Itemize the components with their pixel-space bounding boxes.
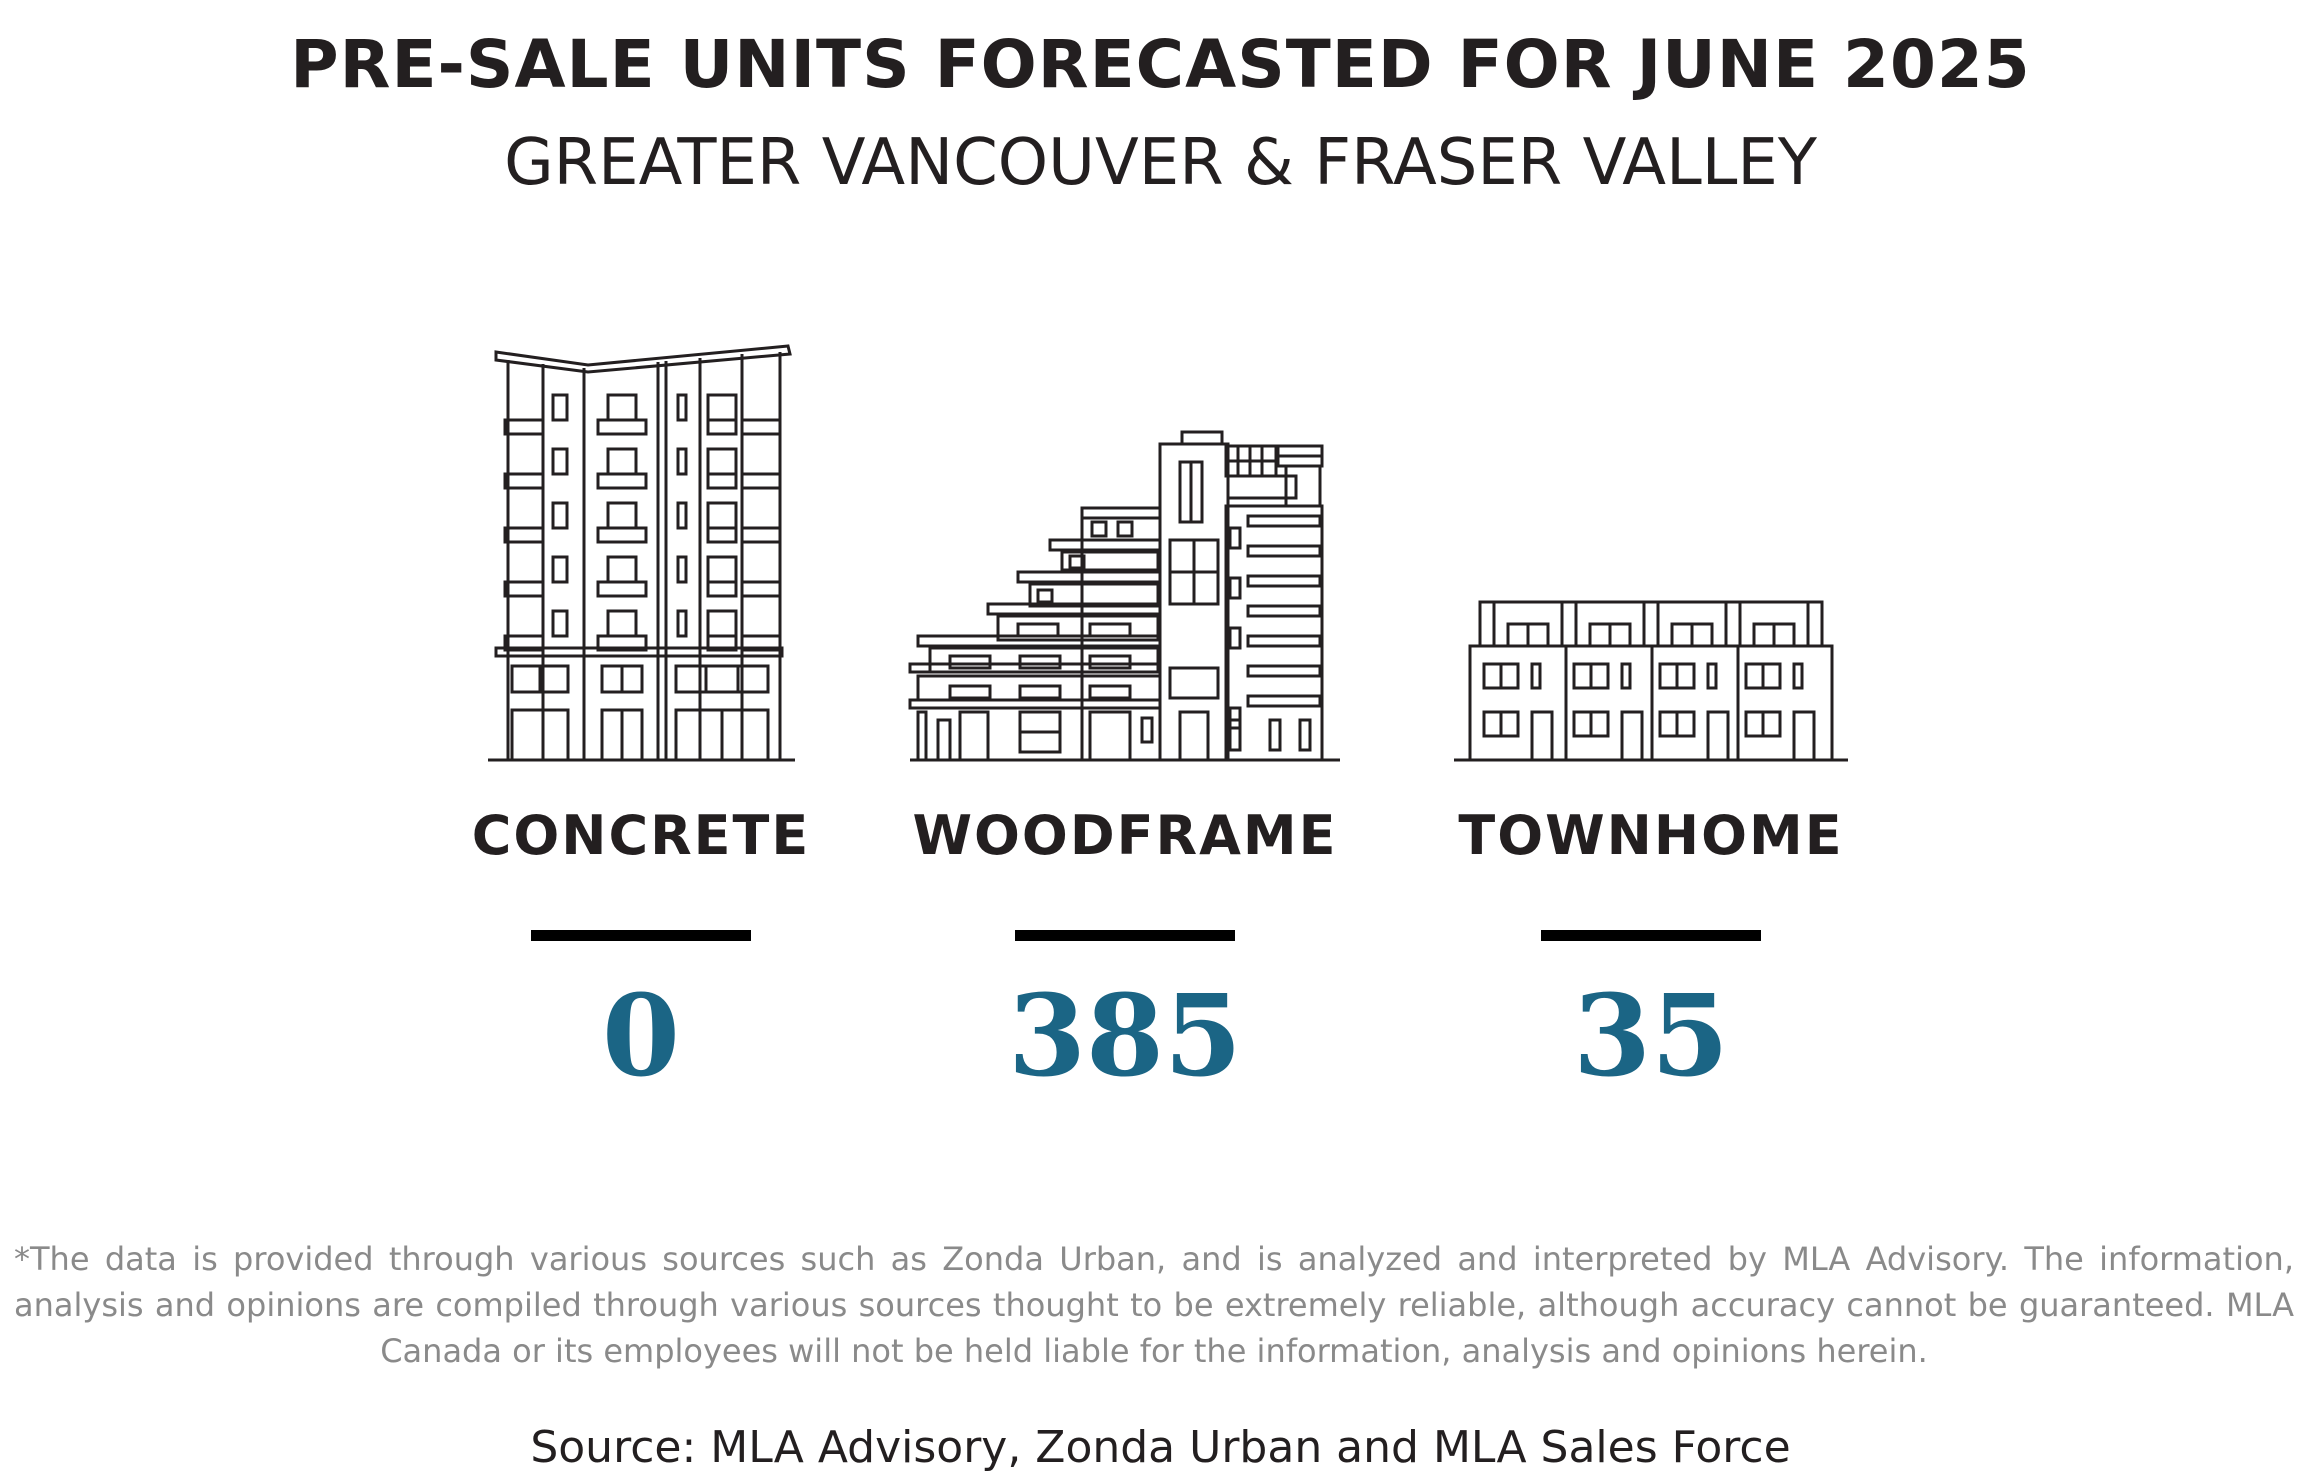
woodframe-building-icon xyxy=(908,430,1340,762)
disclaimer-text: *The data is provided through various so… xyxy=(14,1240,2294,1370)
source-text: Source: MLA Advisory, Zonda Urban and ML… xyxy=(530,1422,1791,1473)
townhome-icon xyxy=(1454,600,1848,762)
units-forecast-chart: CONCRETE 0 WOODFRAME 385 TOWNHOME 35 xyxy=(472,344,1848,1100)
chart-subtitle: GREATER VANCOUVER & FRASER VALLEY xyxy=(504,126,1817,200)
value-woodframe: 385 xyxy=(1008,971,1242,1100)
value-concrete: 0 xyxy=(602,971,680,1100)
divider-bar-concrete xyxy=(531,930,751,941)
divider-bar-townhome xyxy=(1541,930,1761,941)
value-townhome: 35 xyxy=(1573,971,1729,1100)
category-label-townhome: TOWNHOME xyxy=(1458,804,1843,867)
chart-title: PRE-SALE UNITS FORECASTED FOR JUNE 2025 xyxy=(290,26,2031,103)
concrete-building-icon xyxy=(488,344,795,762)
divider-bar-woodframe xyxy=(1015,930,1235,941)
category-label-concrete: CONCRETE xyxy=(472,804,811,867)
category-label-woodframe: WOODFRAME xyxy=(912,804,1337,867)
